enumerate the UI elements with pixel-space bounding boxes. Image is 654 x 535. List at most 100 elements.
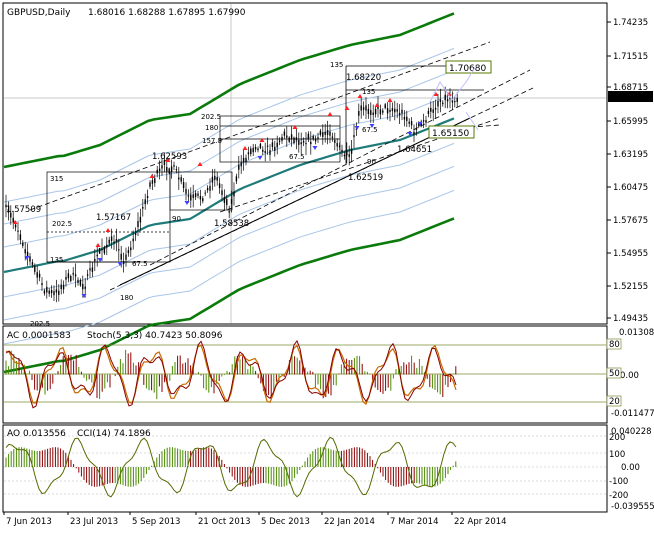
ao-right-axis: 0.040228 0.00 -0.039555 200 100 -100 -200 bbox=[609, 427, 654, 512]
candle-body bbox=[370, 110, 372, 115]
candle-body bbox=[161, 165, 163, 169]
candle-body bbox=[144, 199, 146, 205]
x-tick-label: 5 Sep 2013 bbox=[132, 517, 180, 527]
fractal-down-marker bbox=[257, 156, 263, 160]
candle-body bbox=[221, 190, 223, 195]
candle-body bbox=[106, 244, 108, 248]
candle-body bbox=[211, 176, 214, 183]
envelope-light-2 bbox=[3, 69, 455, 225]
fractal-up-marker bbox=[433, 92, 439, 96]
cci-label: CCI(14) 74.1896 bbox=[77, 429, 151, 439]
ac-level-tag bbox=[606, 395, 622, 407]
candle-body bbox=[451, 98, 454, 103]
candle-body bbox=[134, 233, 137, 236]
fractal-down-marker bbox=[312, 146, 318, 150]
candle-body bbox=[266, 145, 269, 147]
candle-body bbox=[163, 159, 166, 165]
candle-body bbox=[418, 122, 420, 127]
fractal-down-marker bbox=[97, 258, 103, 262]
candle-body bbox=[259, 143, 262, 149]
main-y-axis: 1.74235 1.71515 1.68715 1.65995 1.63195 1.604… bbox=[607, 18, 653, 324]
candle-body bbox=[48, 290, 50, 294]
price-annotation: 1.64651 bbox=[397, 145, 432, 155]
fib-box-2 bbox=[169, 171, 233, 211]
candle-body bbox=[358, 110, 360, 116]
candle-body bbox=[84, 286, 86, 289]
fractal-up-marker bbox=[327, 112, 333, 116]
candle-body bbox=[214, 175, 216, 180]
candle-body bbox=[350, 148, 353, 154]
ac-right-label: 0.013082 bbox=[619, 328, 654, 338]
y-tick-label: 1.63195 bbox=[613, 150, 648, 160]
candle-body bbox=[122, 261, 125, 265]
candle-body bbox=[175, 169, 178, 171]
candle-body bbox=[204, 192, 206, 194]
candle-body bbox=[439, 99, 442, 102]
candle-body bbox=[434, 108, 437, 110]
candle-body bbox=[281, 136, 283, 141]
candles bbox=[5, 86, 458, 303]
ac-level-label: 50 bbox=[609, 369, 620, 379]
stoch-lines bbox=[5, 339, 457, 409]
candle-body bbox=[271, 142, 274, 147]
candle-body bbox=[67, 273, 70, 279]
boxed-price-label: 1.65150 bbox=[432, 129, 469, 139]
candle-body bbox=[403, 116, 406, 120]
ao-level-label: 100 bbox=[609, 450, 625, 460]
ao-level-label: -100 bbox=[609, 477, 628, 487]
envelope-light-4 bbox=[3, 142, 455, 298]
candle-body bbox=[290, 134, 293, 139]
candle-body bbox=[324, 131, 326, 135]
candle-body bbox=[218, 183, 221, 188]
candle-body bbox=[7, 209, 10, 213]
candle-body bbox=[149, 182, 151, 187]
candle-body bbox=[322, 132, 324, 137]
candle-body bbox=[391, 108, 394, 112]
fractal-down-marker bbox=[354, 126, 360, 130]
main-grid bbox=[4, 4, 606, 323]
price-annotation: 1.57509 bbox=[6, 205, 41, 215]
candle-body bbox=[26, 251, 29, 258]
candle-body bbox=[70, 276, 72, 282]
boxed-price-label: 1.70680 bbox=[449, 64, 486, 74]
candle-body bbox=[398, 112, 401, 116]
fractal-up-marker bbox=[292, 125, 298, 129]
candle-body bbox=[180, 177, 182, 182]
ao-level-label: 200 bbox=[609, 433, 625, 443]
boxed-price-label-frame bbox=[428, 125, 475, 139]
fib-label: 180 bbox=[205, 124, 218, 132]
candle-body bbox=[382, 110, 384, 113]
ac-level-tag bbox=[606, 367, 622, 379]
price-annotation: 1.62593 bbox=[152, 152, 187, 162]
envelope-light-1 bbox=[3, 47, 455, 203]
fib-label: 202.5 bbox=[30, 320, 50, 328]
ao-right-label: -0.039555 bbox=[611, 502, 654, 512]
fib-label: 67.5 bbox=[132, 260, 148, 268]
candle-body bbox=[89, 268, 91, 271]
candle-body bbox=[317, 137, 319, 139]
y-tick-label: 1.52155 bbox=[613, 282, 648, 292]
y-tick-label: 1.74235 bbox=[613, 18, 648, 28]
candle-body bbox=[286, 135, 288, 138]
candle-body bbox=[137, 221, 139, 228]
candle-body bbox=[396, 109, 398, 112]
chart-title: GBPUSD,Daily bbox=[7, 8, 71, 18]
ohlc-low: 1.67895 bbox=[168, 8, 205, 18]
ac-level-label: 80 bbox=[609, 340, 620, 350]
x-axis: 7 Jun 2013 23 Jul 2013 5 Sep 2013 21 Oct 20… bbox=[3, 512, 507, 527]
ac-level-tag bbox=[606, 338, 622, 350]
candle-body bbox=[319, 130, 322, 135]
fractal-up-marker bbox=[95, 243, 101, 247]
candle-body bbox=[427, 110, 430, 115]
candle-body bbox=[55, 289, 58, 293]
y-tick-label: 1.49435 bbox=[613, 314, 648, 324]
y-tick-label: 1.65995 bbox=[613, 117, 648, 127]
candle-body bbox=[401, 109, 403, 114]
candle-body bbox=[65, 276, 67, 280]
candle-body bbox=[82, 283, 84, 290]
candle-body bbox=[334, 139, 336, 143]
candle-body bbox=[206, 188, 209, 191]
candle-body bbox=[226, 199, 228, 205]
candle-body bbox=[372, 112, 374, 115]
candle-body bbox=[209, 185, 211, 191]
